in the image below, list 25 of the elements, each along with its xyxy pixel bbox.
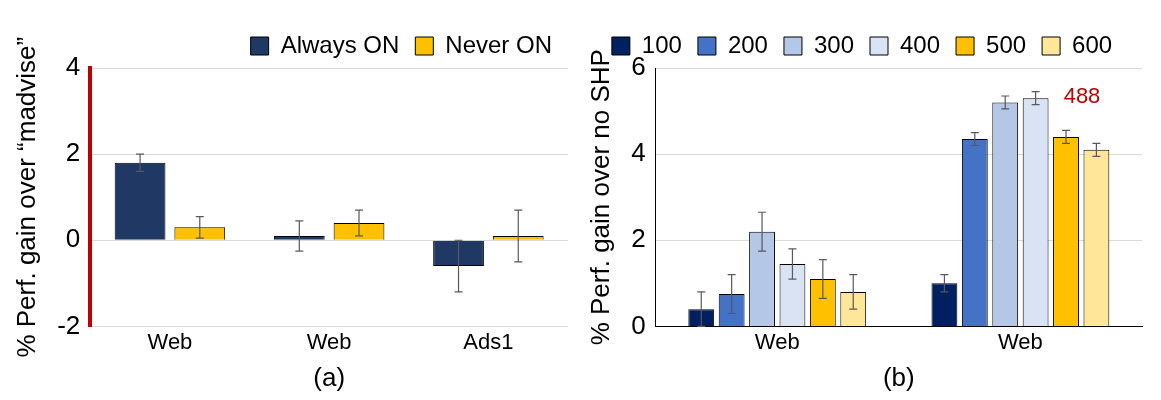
y-tick-label: 0 [631, 309, 646, 340]
legend-label: Never ON [445, 30, 552, 58]
y-tick-label: 4 [631, 137, 646, 168]
legend-label: 300 [813, 30, 854, 58]
x-tick-label: Web [147, 328, 193, 354]
legend-label: 100 [641, 30, 682, 58]
x-tick-label: Web [997, 328, 1043, 354]
y-axis-title: % Perf. gain over no SHP [584, 49, 615, 346]
x-tick-label: Ads1 [463, 328, 514, 354]
y-tick-label: 4 [65, 51, 81, 82]
x-axis-title: (a) [313, 361, 346, 392]
x-axis-title: (b) [882, 361, 915, 392]
annotation: 488 [1063, 83, 1101, 109]
y-tick-label: 2 [65, 137, 81, 168]
x-tick-label: Web [754, 328, 800, 354]
y-tick-label: 2 [631, 223, 646, 254]
y-tick-label: 0 [65, 223, 81, 254]
y-tick-label: -2 [57, 309, 81, 340]
legend-label: Always ON [280, 30, 400, 58]
legend-label: 600 [1072, 30, 1113, 58]
legend-label: 200 [727, 30, 768, 58]
x-tick-label: Web [306, 328, 352, 354]
y-axis-title: % Perf. gain over “madvise” [10, 36, 41, 358]
legend-label: 400 [900, 30, 941, 58]
legend-label: 500 [986, 30, 1027, 58]
